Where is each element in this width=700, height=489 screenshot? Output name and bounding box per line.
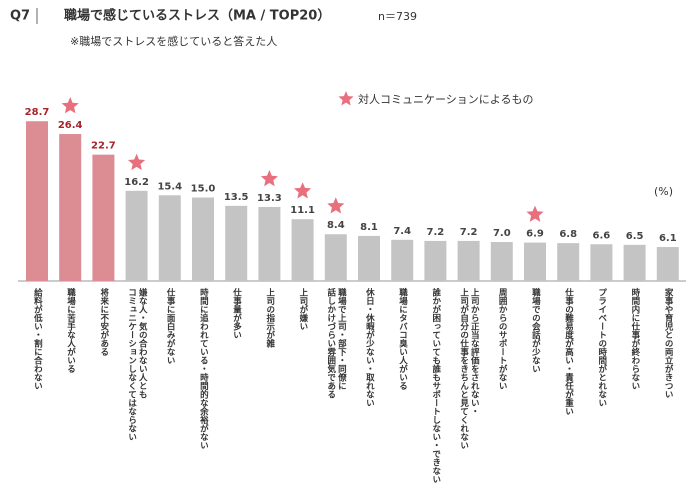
bar — [225, 205, 248, 281]
bar — [524, 242, 546, 281]
value-label: 7.2 — [427, 227, 445, 238]
bar — [457, 240, 480, 281]
bar — [59, 134, 82, 281]
x-tick-label: 時間に追われている・時間的な余裕がない — [198, 288, 209, 450]
highlight-star — [294, 182, 312, 199]
bar — [192, 197, 214, 281]
bar — [391, 239, 414, 281]
value-label: 15.0 — [191, 184, 216, 195]
x-tick-label: 職場で上司・部下・同僚に 話しかけづらい雰囲気である — [325, 288, 347, 399]
value-label: 6.6 — [593, 230, 611, 241]
highlight-star — [327, 197, 345, 214]
x-tick-label: 家事や育児との両立がきつい — [663, 288, 674, 399]
x-tick-label: 給料が低い・割に合わない — [32, 288, 43, 390]
highlight-star — [128, 153, 146, 171]
x-tick-label: プライベートの時間がとれない — [596, 288, 607, 407]
value-label: 6.1 — [659, 233, 677, 244]
highlight-star — [260, 170, 278, 187]
bar — [623, 244, 646, 281]
bar — [258, 206, 281, 281]
x-tick-label: 周囲からのサポートがない — [497, 288, 508, 390]
value-label: 11.1 — [290, 205, 315, 216]
x-tick-label: 職場にタバコ臭い人がいる — [397, 288, 408, 390]
question-label: Q7 — [10, 9, 30, 24]
value-label: 28.7 — [25, 107, 50, 118]
x-tick-label: 仕事量が多い — [231, 288, 242, 339]
x-tick-label: 嫌な人・気の合わない人とも コミュニケーションしなくてはならない — [126, 288, 148, 441]
value-label: 13.3 — [257, 193, 282, 204]
value-label: 7.2 — [460, 227, 478, 238]
highlight-star — [526, 205, 544, 222]
bar — [324, 234, 347, 281]
value-label: 8.1 — [360, 222, 378, 233]
value-label: 7.0 — [493, 228, 511, 239]
value-label: 6.5 — [626, 231, 644, 242]
bar — [92, 154, 115, 281]
value-label: 7.4 — [393, 226, 411, 237]
value-label: 16.2 — [124, 177, 149, 188]
sample-size: n＝739 — [378, 10, 417, 23]
x-tick-label: 誰かが困っていても誰もサポートしない・できない — [430, 288, 441, 484]
highlight-star — [61, 97, 79, 114]
x-tick-label: 上司の指示が雑 — [264, 288, 275, 348]
x-tick-label: 仕事に面白みがない — [165, 288, 176, 365]
x-tick-label: 上司から正当な評価をされない・ 上司が自分の仕事をきちんと見てくれない — [458, 288, 480, 450]
bar — [291, 219, 314, 281]
legend-label: 対人コミュニケーションによるもの — [358, 92, 533, 106]
bar — [26, 121, 48, 281]
x-tick-label: 休日・休暇が少ない・取れない — [364, 288, 375, 407]
x-tick-label: 時間内に仕事が終わらない — [629, 288, 640, 390]
value-label: 22.7 — [91, 141, 116, 152]
x-tick-label: 上司が嫌い — [297, 288, 308, 331]
value-label: 15.4 — [157, 181, 182, 192]
x-tick-label: 仕事の難易度が高い・責任が重い — [563, 288, 574, 416]
x-tick-label: 職場での会話が少ない — [530, 288, 541, 373]
bar — [125, 190, 148, 281]
unit-label: (%) — [654, 185, 673, 198]
value-label: 13.5 — [224, 192, 249, 203]
value-label: 26.4 — [58, 120, 83, 131]
x-tick-label: 将来に不安がある — [98, 288, 109, 356]
bar — [358, 235, 380, 281]
bar — [557, 243, 580, 281]
legend-star — [338, 91, 354, 106]
chart-title: 職場で感じているストレス（MA / TOP20） — [64, 8, 330, 24]
bar — [656, 247, 679, 281]
bar — [158, 195, 181, 281]
value-label: 6.8 — [559, 229, 577, 240]
bar — [424, 240, 447, 281]
subtitle: ※職場でストレスを感じていると答えた人 — [70, 34, 277, 48]
bar — [490, 242, 513, 281]
value-label: 8.4 — [327, 220, 345, 231]
bar — [590, 244, 613, 281]
x-tick-label: 職場に苦手な人がいる — [65, 288, 76, 373]
value-label: 6.9 — [526, 229, 544, 240]
